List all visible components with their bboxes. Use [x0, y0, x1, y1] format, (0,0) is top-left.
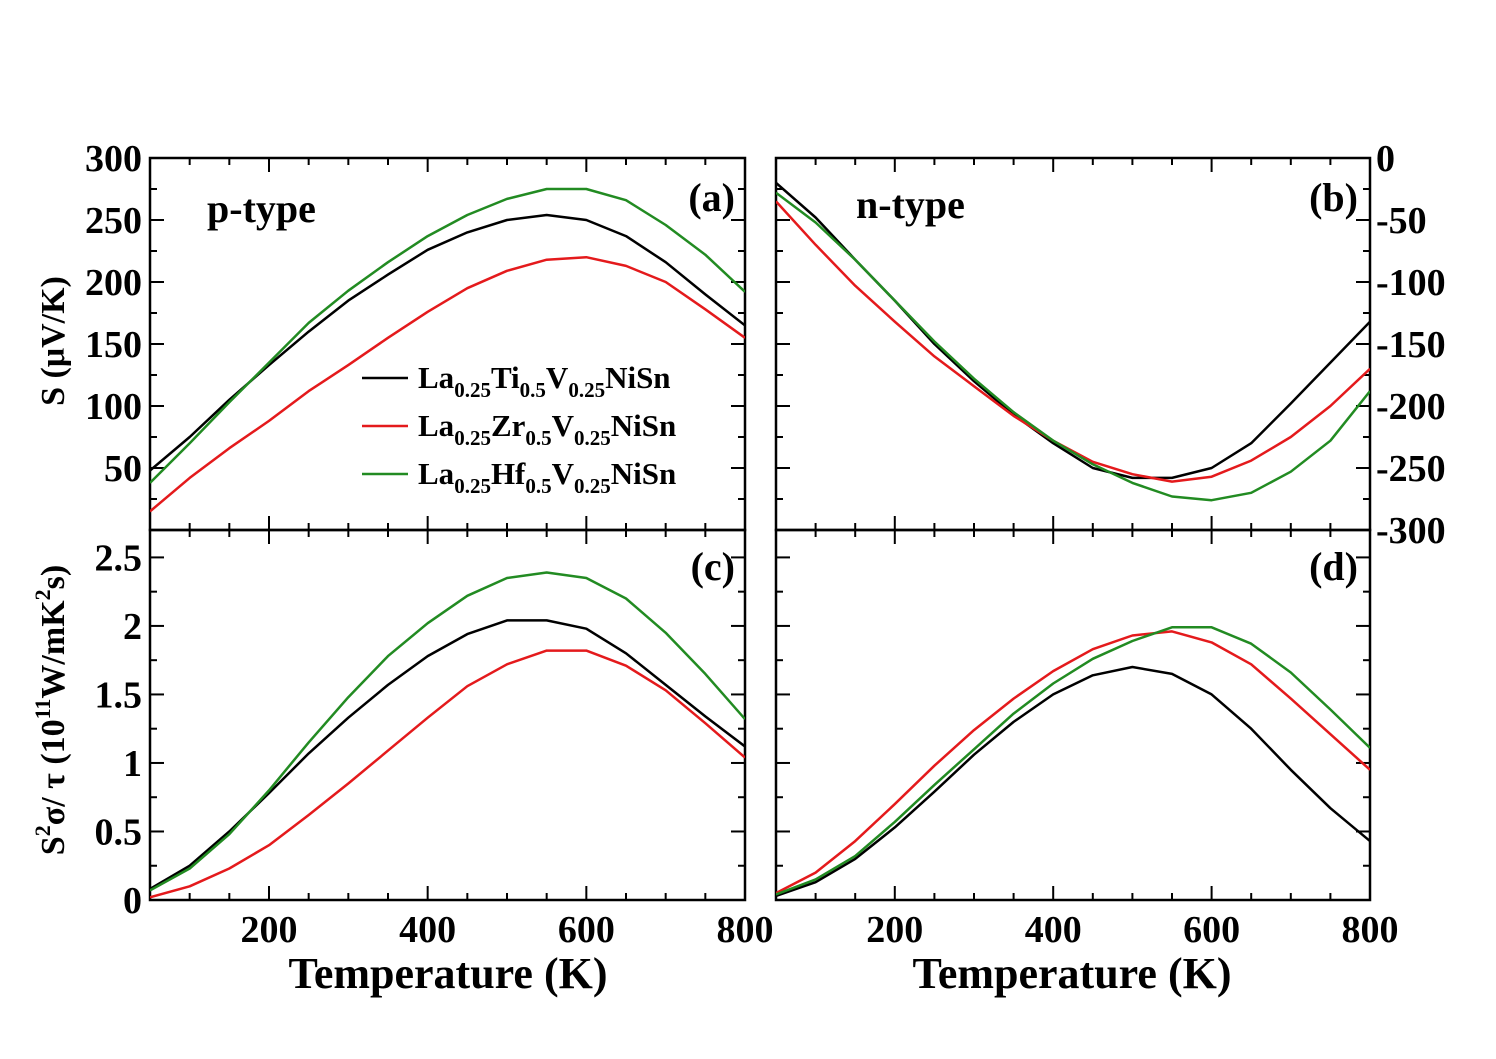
series-line-b-zr [776, 200, 1370, 483]
plot-frame-d [774, 528, 1372, 902]
x-tick-label-c: 400 [399, 909, 456, 951]
panel-label-d: (d) [1309, 544, 1358, 589]
ylab-sup2: 11 [30, 699, 55, 720]
legend-label-ti: La0.25Ti0.5V0.25NiSn [418, 360, 671, 402]
x-tick-label-c: 200 [241, 909, 298, 951]
y-tick-label-a: 200 [85, 262, 142, 304]
y-axis-label-s: S (μV/K) [35, 276, 72, 406]
panel-label-c: (c) [691, 544, 735, 589]
series-line-c-ti [150, 619, 745, 891]
x-tick-label-d: 800 [1342, 909, 1399, 951]
ylab-mid: σ/ τ (10 [35, 719, 72, 825]
ylab-s: S [35, 836, 72, 855]
y-axis-label-power-factor: S2σ/ τ (1011W/mK2s) [30, 565, 72, 855]
x-tick-label-d: 200 [866, 909, 923, 951]
panel-b: 0 -50 -100 -150 -200 -250 -300 [774, 138, 1446, 552]
y-tick-label-a: 150 [85, 324, 142, 366]
legend-label-zr: La0.25Zr0.5V0.25NiSn [418, 408, 676, 450]
annotation-n-type: n-type [856, 182, 965, 227]
x-tick-label-d: 400 [1025, 909, 1082, 951]
y-tick-label-c: 1 [123, 743, 142, 785]
y-tick-label-c: 2 [123, 606, 142, 648]
ylab-sup3: 2 [30, 589, 55, 600]
y-tick-label-b: 0 [1376, 138, 1395, 180]
plot-frame-c [148, 528, 747, 902]
series-line-b-ti [776, 181, 1370, 480]
series-line-d-zr [776, 630, 1370, 895]
y-tick-label-b: -250 [1376, 448, 1446, 490]
ylab-tail: W/mK [35, 600, 72, 699]
y-tick-label-a: 50 [104, 448, 142, 490]
annotation-p-type: p-type [207, 186, 316, 231]
legend: La0.25Ti0.5V0.25NiSn La0.25Zr0.5V0.25NiS… [362, 360, 676, 498]
series-line-d-ti [776, 665, 1370, 898]
y-tick-label-c: 2.5 [95, 537, 143, 579]
y-tick-label-b: -200 [1376, 386, 1446, 428]
ylab-sup1: 2 [30, 825, 55, 836]
x-tick-label-c: 800 [717, 909, 774, 951]
panel-label-a: (a) [688, 175, 735, 220]
y-tick-label-a: 100 [85, 386, 142, 428]
x-axis-title-right: Temperature (K) [913, 949, 1232, 998]
series-line-c-zr [150, 649, 745, 899]
series-line-c-hf [150, 571, 745, 892]
y-tick-label-c: 1.5 [95, 674, 143, 716]
y-tick-label-b: -300 [1376, 510, 1446, 552]
ylab-end: s) [35, 565, 72, 590]
y-tick-label-b: -50 [1376, 200, 1427, 242]
series-line-b-hf [776, 191, 1370, 502]
legend-label-hf: La0.25Hf0.5V0.25NiSn [418, 456, 676, 498]
y-tick-label-c: 0 [123, 880, 142, 922]
y-tick-label-c: 0.5 [95, 811, 143, 853]
series-line-d-hf [776, 626, 1370, 896]
y-tick-label-a: 300 [85, 138, 142, 180]
series-line-a-zr [150, 255, 745, 513]
x-tick-label-d: 600 [1183, 909, 1240, 951]
y-tick-label-b: -100 [1376, 262, 1446, 304]
panel-d: 200 400 600 800 [774, 528, 1399, 951]
x-tick-label-c: 600 [558, 909, 615, 951]
panel-label-b: (b) [1309, 175, 1358, 220]
y-tick-label-b: -150 [1376, 324, 1446, 366]
panel-c: 200 400 600 800 0 0.5 1 1.5 2 2.5 [95, 528, 774, 951]
series-line-a-hf [150, 187, 745, 484]
y-tick-label-a: 250 [85, 200, 142, 242]
x-axis-title-left: Temperature (K) [289, 949, 608, 998]
